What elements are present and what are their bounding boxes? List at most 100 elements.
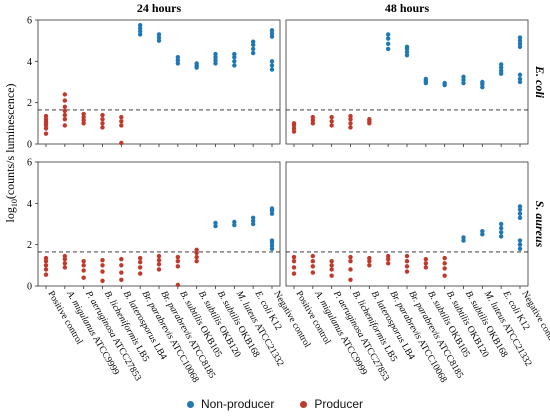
data-point (461, 80, 466, 86)
data-point (498, 68, 504, 73)
data-point (81, 275, 86, 280)
data-point (213, 61, 218, 66)
data-point (213, 55, 218, 60)
data-point (81, 114, 86, 120)
data-point (517, 246, 523, 251)
data-point (213, 51, 218, 57)
data-point (156, 35, 162, 40)
data-point (43, 113, 49, 119)
data-point (194, 250, 199, 256)
data-point (385, 32, 391, 37)
data-point (269, 59, 275, 64)
data-point (269, 67, 275, 72)
data-point (62, 265, 68, 270)
data-point (232, 222, 237, 228)
data-point (250, 50, 256, 56)
data-point (269, 34, 275, 39)
data-point (517, 79, 523, 85)
data-point (175, 254, 181, 260)
data-point (310, 270, 316, 275)
data-point (480, 229, 485, 234)
data-point (100, 257, 105, 263)
data-point (100, 125, 105, 130)
data-point (62, 108, 68, 114)
data-point (269, 243, 275, 248)
legend-marker-producer (300, 400, 308, 408)
data-point (175, 58, 181, 63)
panel-frame (285, 19, 529, 145)
data-point (329, 123, 334, 128)
data-point (385, 36, 391, 41)
data-point (517, 242, 523, 247)
data-point (194, 254, 199, 260)
data-point (119, 119, 124, 124)
data-point (423, 256, 429, 262)
faceted-scatter-chart: log10(counts/s luminescence) 24 hours 48 h… (3, 1, 550, 385)
legend-item-non-producer: Non-producer (186, 397, 275, 411)
data-point (291, 265, 297, 270)
data-point (517, 72, 523, 77)
data-point (329, 259, 334, 264)
data-point (423, 76, 429, 82)
data-point (291, 271, 297, 276)
data-point (442, 266, 447, 271)
legend: Non-producer Producer (0, 394, 550, 414)
y-tick-label: 6 (27, 16, 32, 27)
y-tick-label: 0 (27, 282, 32, 293)
panel-48-hours-e-coli (285, 19, 529, 147)
data-point (385, 41, 391, 46)
data-point (175, 259, 181, 264)
data-point (43, 272, 49, 277)
data-point (232, 59, 237, 64)
data-point (480, 79, 485, 85)
data-point (156, 253, 162, 259)
data-point (442, 273, 447, 278)
data-point (348, 277, 353, 282)
data-point (119, 263, 124, 268)
data-point (498, 234, 504, 239)
data-point (517, 207, 523, 212)
data-point (385, 261, 391, 266)
data-point (81, 263, 86, 268)
data-point (310, 264, 316, 269)
panel-24-hours-e-coli: 0 2 4 6 (27, 16, 281, 151)
data-point (100, 117, 105, 122)
data-point (119, 114, 124, 120)
data-point (517, 38, 523, 43)
data-point (62, 104, 68, 110)
data-point (43, 267, 49, 272)
data-point (137, 271, 143, 276)
data-point (100, 269, 105, 274)
data-point (137, 29, 143, 34)
data-point (461, 235, 466, 240)
data-point (310, 114, 316, 120)
data-point (269, 63, 275, 68)
data-point (329, 273, 334, 278)
data-point (404, 52, 410, 58)
data-point (329, 263, 334, 268)
data-point (269, 238, 275, 243)
data-point (461, 77, 466, 83)
data-point (232, 55, 237, 60)
data-point (137, 260, 143, 265)
data-point (269, 211, 275, 216)
points-0-1 (43, 206, 275, 288)
data-point (310, 121, 316, 126)
data-point (498, 225, 504, 231)
data-point (137, 26, 143, 31)
data-point (423, 265, 429, 270)
data-point (442, 255, 447, 261)
data-point (269, 28, 275, 33)
y-tick-label: 4 (27, 57, 32, 68)
panel-48-hours-s-aureus (285, 161, 529, 289)
data-point (269, 246, 275, 251)
data-point (119, 123, 124, 128)
data-point (175, 282, 181, 288)
data-point (175, 55, 181, 60)
data-point (348, 121, 353, 126)
data-point (175, 61, 181, 66)
data-point (423, 261, 429, 266)
data-point (194, 61, 199, 66)
legend-label-non-producer: Non-producer (200, 397, 275, 411)
row-header-2: S. aureus (533, 201, 547, 248)
